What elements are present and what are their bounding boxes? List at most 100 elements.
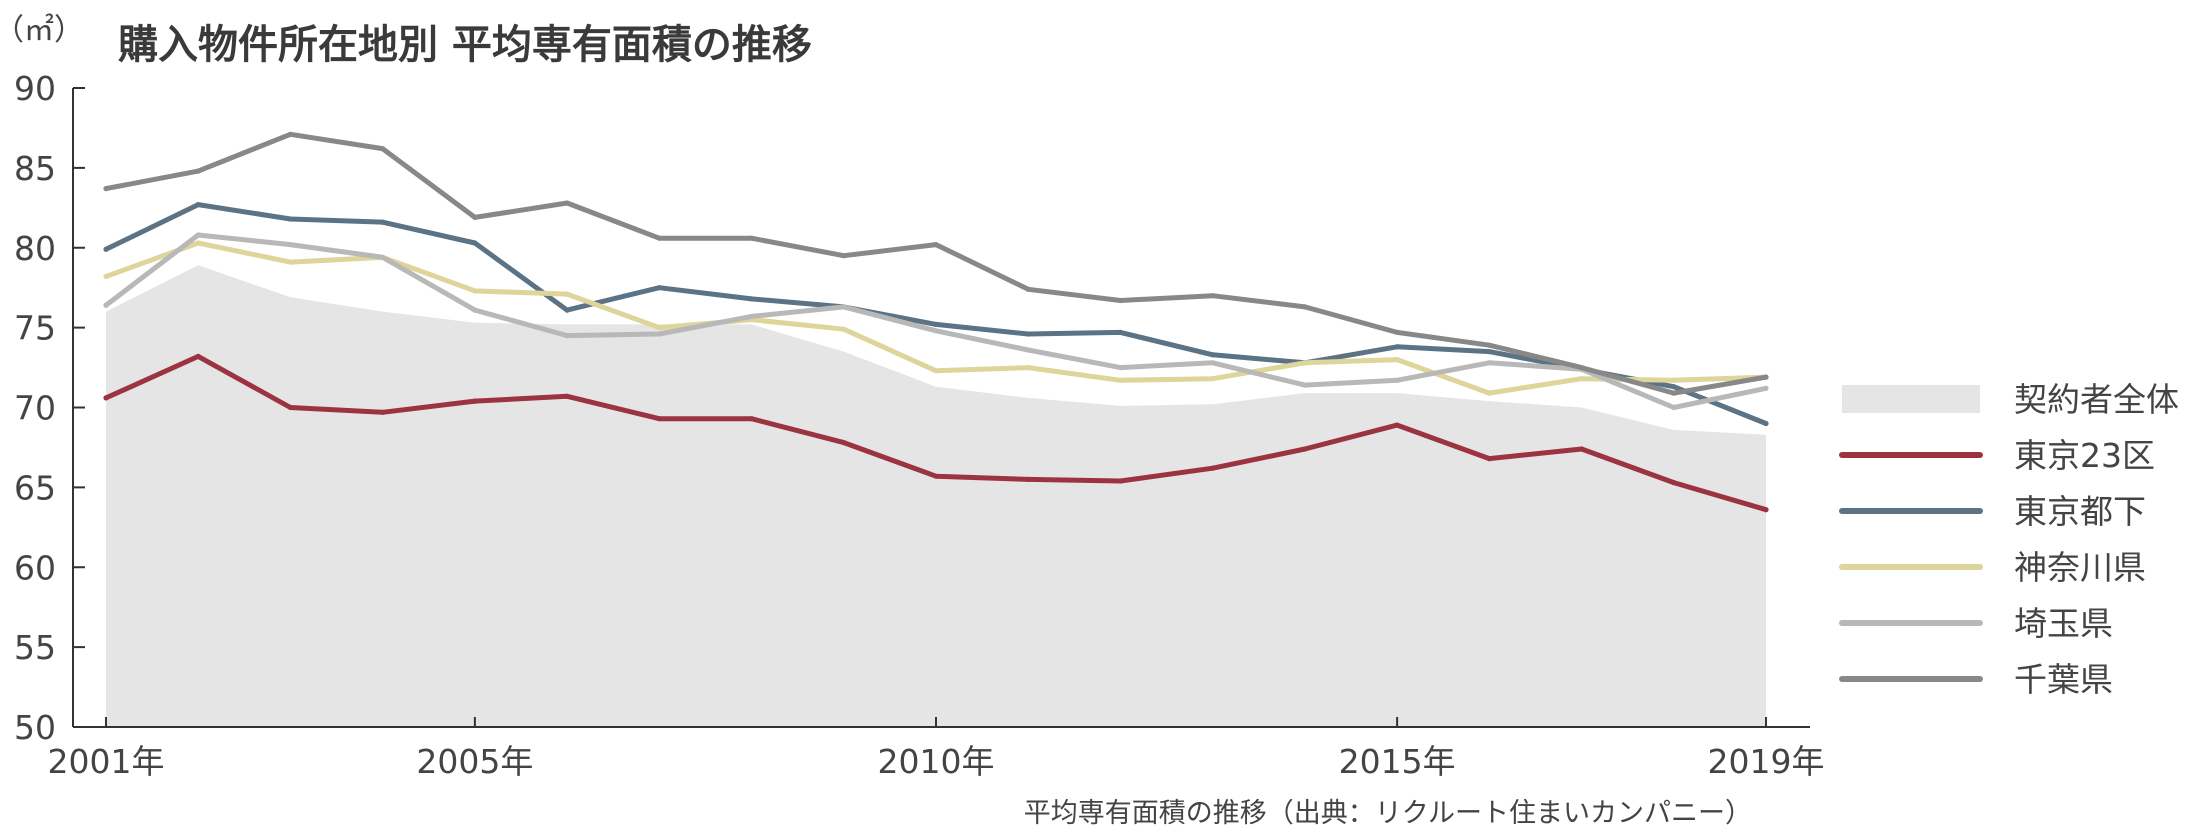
- legend-swatch-area: [1842, 385, 1980, 413]
- data-point: [380, 254, 386, 260]
- data-point: [195, 202, 201, 208]
- data-point: [195, 232, 201, 238]
- x-tick-label: 2005年: [416, 742, 533, 781]
- data-point: [1117, 329, 1123, 335]
- data-point: [380, 409, 386, 415]
- data-point: [380, 219, 386, 225]
- data-point: [103, 302, 109, 308]
- y-tick-label: 55: [14, 628, 56, 667]
- data-point: [380, 146, 386, 152]
- legend-label: 埼玉県: [2014, 604, 2113, 643]
- data-point: [749, 235, 755, 241]
- data-point: [1671, 404, 1677, 411]
- data-point: [195, 168, 201, 174]
- source-note: 平均専有面積の推移（出典：リクルート住まいカンパニー）: [1024, 798, 1752, 829]
- data-point: [1210, 376, 1216, 382]
- x-tick-label: 2001年: [48, 742, 165, 781]
- data-point: [1671, 377, 1677, 383]
- data-point: [1302, 360, 1308, 366]
- data-point: [656, 285, 662, 291]
- legend-label: 東京23区: [2014, 436, 2155, 475]
- data-point: [1671, 390, 1677, 396]
- data-point: [287, 131, 293, 137]
- data-point: [1025, 365, 1031, 371]
- data-point: [1210, 352, 1216, 358]
- data-point: [1579, 446, 1585, 452]
- data-point: [1486, 360, 1492, 366]
- y-tick-label: 50: [14, 708, 56, 747]
- y-tick-label: 70: [14, 389, 56, 428]
- data-point: [841, 304, 847, 310]
- y-tick-label: 75: [14, 309, 56, 348]
- legend-label: 契約者全体: [2014, 380, 2179, 419]
- y-tick-label: 65: [14, 468, 56, 507]
- data-point: [1486, 456, 1492, 462]
- data-point: [1025, 286, 1031, 292]
- data-point: [287, 216, 293, 222]
- data-point: [656, 416, 662, 422]
- data-point: [103, 395, 109, 401]
- plot-area: 50 55 60 65 70 75 80 85 90 2001年 2005年 2010年 2015年 20…: [14, 69, 1824, 781]
- data-point: [1210, 293, 1216, 299]
- data-point: [564, 393, 570, 399]
- y-tick-label: 80: [14, 229, 56, 268]
- data-point: [472, 398, 478, 404]
- legend-label: 東京都下: [2014, 492, 2146, 531]
- data-point: [656, 235, 662, 241]
- legend-label: 神奈川県: [2014, 548, 2146, 587]
- data-point: [749, 416, 755, 422]
- x-tick-label: 2010年: [878, 742, 995, 781]
- data-point: [564, 291, 570, 297]
- data-point: [749, 296, 755, 302]
- y-tick-label: 90: [14, 69, 56, 108]
- x-tick-label: 2019年: [1708, 742, 1825, 781]
- data-point: [1210, 465, 1216, 471]
- data-point: [472, 214, 478, 220]
- data-point: [195, 353, 201, 359]
- data-point: [1117, 478, 1123, 484]
- data-point: [841, 326, 847, 332]
- data-point: [841, 253, 847, 259]
- data-point: [1579, 365, 1585, 371]
- data-point: [1763, 507, 1769, 513]
- data-point: [1579, 376, 1585, 382]
- data-point: [472, 240, 478, 246]
- data-point: [933, 242, 939, 248]
- y-unit-label: （㎡）: [0, 13, 84, 48]
- data-point: [1025, 476, 1031, 482]
- data-point: [195, 240, 201, 246]
- data-point: [1302, 446, 1308, 452]
- data-point: [1763, 385, 1769, 391]
- data-point: [656, 331, 662, 337]
- data-point: [1117, 297, 1123, 304]
- data-point: [287, 242, 293, 248]
- data-point: [1117, 377, 1123, 383]
- chart-title: 購入物件所在地別 平均専有面積の推移: [118, 22, 812, 68]
- data-point: [933, 368, 939, 374]
- data-point: [656, 325, 662, 331]
- y-tick-label: 60: [14, 548, 56, 587]
- data-point: [1394, 357, 1400, 363]
- data-point: [1486, 342, 1492, 348]
- data-point: [564, 333, 570, 339]
- data-point: [564, 200, 570, 206]
- data-point: [103, 246, 109, 252]
- data-point: [1302, 304, 1308, 310]
- data-point: [472, 307, 478, 313]
- data-point: [564, 307, 570, 313]
- data-point: [1025, 347, 1031, 353]
- data-point: [1210, 360, 1216, 366]
- data-point: [1394, 344, 1400, 350]
- area-series-0: [106, 265, 1766, 727]
- data-point: [749, 313, 755, 319]
- data-point: [287, 259, 293, 265]
- data-point: [1302, 382, 1308, 388]
- data-point: [1025, 331, 1031, 337]
- data-point: [1763, 374, 1769, 380]
- data-point: [933, 328, 939, 334]
- data-point: [1394, 422, 1400, 428]
- y-tick-label: 85: [14, 149, 56, 188]
- data-point: [103, 186, 109, 192]
